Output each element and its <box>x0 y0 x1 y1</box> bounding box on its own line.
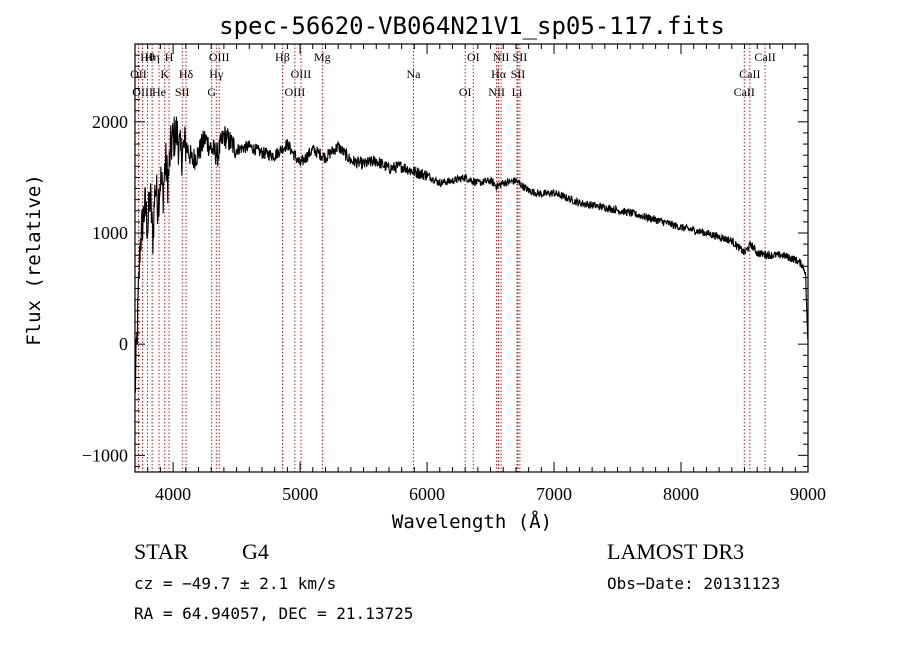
y-tick-label: −1000 <box>82 445 128 465</box>
line-marker-label: Hθ <box>140 50 155 64</box>
line-marker-label: Hα <box>491 67 507 81</box>
line-marker-label: OIII <box>209 50 230 64</box>
line-marker-label: H <box>165 50 174 64</box>
y-tick-label: 2000 <box>92 112 128 132</box>
chart-title: spec-56620-VB064N21V1_sp05-117.fits <box>219 12 725 40</box>
x-tick-label: 8000 <box>663 484 699 504</box>
x-tick-label: 7000 <box>536 484 572 504</box>
redshift-text: cz = −49.7 ± 2.1 km/s <box>134 574 336 593</box>
spectrum-line <box>134 116 809 393</box>
coordinates-text: RA = 64.94057, DEC = 21.13725 <box>134 604 413 623</box>
spectral-line-markers <box>137 44 766 472</box>
y-tick-label: 0 <box>119 334 128 354</box>
line-marker-label: CaII <box>754 50 775 64</box>
line-marker-label: Hβ <box>275 50 290 64</box>
line-marker-label: SII <box>511 67 526 81</box>
y-axis-label: Flux (relative) <box>23 174 45 346</box>
line-marker-label: Hη <box>145 50 160 64</box>
line-marker-label: CaII <box>734 85 755 99</box>
line-marker-label: He <box>152 85 166 99</box>
y-tick-label: 1000 <box>92 223 128 243</box>
x-axis-label: Wavelength (Å) <box>392 510 552 533</box>
survey-name: LAMOST DR3 <box>607 539 744 564</box>
x-axis-ticks: 4000 5000 6000 7000 8000 9000 <box>134 44 826 504</box>
y-axis-ticks: −1000 0 1000 2000 <box>82 54 808 467</box>
line-marker-label: SII <box>175 85 190 99</box>
line-marker-label: CaII <box>739 67 760 81</box>
obs-date-text: Obs−Date: 20131123 <box>607 574 780 593</box>
spectral-line-labels: HθOIIOIIIHηKHeHHδSIIOIIIHγGHβOIIIOIIIMgN… <box>130 50 776 99</box>
line-marker-label: NII <box>488 85 505 99</box>
object-subclass: G4 <box>242 539 269 564</box>
line-marker-label: OI <box>467 50 480 64</box>
line-marker-label: Hγ <box>209 67 224 81</box>
plot-frame <box>134 43 809 473</box>
line-marker-label: Hδ <box>179 67 194 81</box>
line-marker-label: Na <box>406 67 421 81</box>
line-marker-label: G <box>207 85 216 99</box>
line-marker-label: K <box>160 67 169 81</box>
x-tick-label: 6000 <box>409 484 445 504</box>
line-marker-label: OIII <box>291 67 312 81</box>
object-class: STAR <box>134 539 189 564</box>
line-marker-label: OIII <box>285 85 306 99</box>
line-marker-label: OI <box>459 85 472 99</box>
line-marker-label: Mg <box>314 50 331 64</box>
line-marker-label: OII <box>130 67 147 81</box>
x-tick-label: 4000 <box>155 484 191 504</box>
line-marker-label: Li <box>512 85 523 99</box>
x-tick-label: 9000 <box>790 484 826 504</box>
x-tick-label: 5000 <box>282 484 318 504</box>
line-marker-label: NII <box>493 50 510 64</box>
line-marker-label: SII <box>513 50 528 64</box>
